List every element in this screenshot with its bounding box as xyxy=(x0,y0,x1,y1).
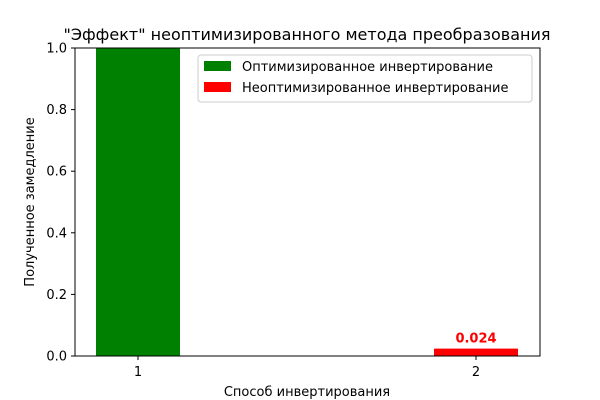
bars-group xyxy=(96,48,518,356)
x-tick-label: 1 xyxy=(134,365,142,380)
legend-entry-label: Оптимизированное инвертирование xyxy=(242,60,493,75)
data-labels-group: 0.024 xyxy=(455,332,496,347)
y-tick-label: 0.4 xyxy=(46,226,67,241)
x-tick-label: 2 xyxy=(472,365,480,380)
chart-title: "Эффект" неоптимизированного метода прео… xyxy=(63,25,550,44)
y-tick-label: 0.6 xyxy=(46,165,67,180)
y-axis-ticks: 0.0 0.2 0.4 0.6 0.8 1.0 xyxy=(46,42,75,365)
y-tick-label: 0.8 xyxy=(46,103,67,118)
legend-box xyxy=(197,54,533,103)
x-axis-label: Способ инвертирования xyxy=(224,385,390,400)
y-tick-label: 1.0 xyxy=(46,42,67,57)
legend-swatch xyxy=(204,82,231,92)
bar-2 xyxy=(434,348,518,356)
legend-swatch xyxy=(204,61,231,71)
y-tick-label: 0.0 xyxy=(46,350,67,365)
bar-value-label: 0.024 xyxy=(455,332,496,347)
legend: Оптимизированное инвертирование Неоптимиз… xyxy=(197,54,533,103)
legend-entry-label: Неоптимизированное инвертирование xyxy=(242,81,508,96)
plot-frame xyxy=(74,47,541,357)
y-axis-label: Полученное замедление xyxy=(23,117,38,286)
y-tick-label: 0.2 xyxy=(46,288,67,303)
bar-1 xyxy=(96,48,180,356)
